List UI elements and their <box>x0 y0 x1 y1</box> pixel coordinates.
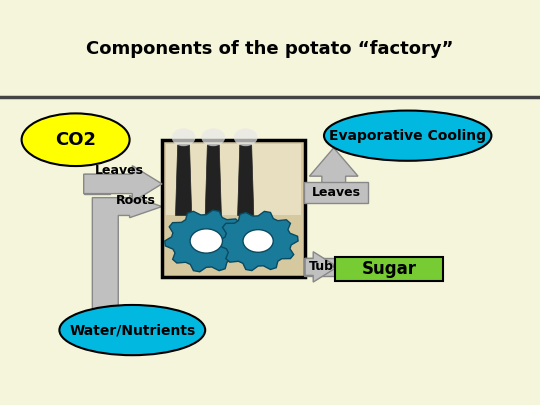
FancyBboxPatch shape <box>304 182 368 203</box>
Polygon shape <box>84 166 162 202</box>
Circle shape <box>172 128 195 146</box>
Bar <box>162 140 305 277</box>
Polygon shape <box>218 211 298 271</box>
Ellipse shape <box>22 113 130 166</box>
Text: Evaporative Cooling: Evaporative Cooling <box>329 129 486 143</box>
Circle shape <box>243 230 273 252</box>
Polygon shape <box>176 145 192 215</box>
Circle shape <box>201 128 225 146</box>
Bar <box>335 257 443 281</box>
Polygon shape <box>165 210 248 272</box>
Polygon shape <box>238 145 254 215</box>
FancyBboxPatch shape <box>304 258 352 276</box>
Ellipse shape <box>324 111 491 161</box>
Text: Roots: Roots <box>116 194 156 207</box>
Polygon shape <box>205 145 221 215</box>
Polygon shape <box>309 148 358 202</box>
Ellipse shape <box>59 305 205 355</box>
Text: CO2: CO2 <box>55 131 96 149</box>
Text: Leaves: Leaves <box>312 186 361 199</box>
Text: Leaves: Leaves <box>94 164 144 177</box>
Circle shape <box>234 128 258 146</box>
Text: Water/Nutrients: Water/Nutrients <box>69 323 195 337</box>
FancyBboxPatch shape <box>84 174 110 194</box>
Polygon shape <box>305 252 338 282</box>
Circle shape <box>190 229 222 253</box>
Text: Sugar: Sugar <box>361 260 416 278</box>
Polygon shape <box>92 196 162 314</box>
Text: Components of the potato “factory”: Components of the potato “factory” <box>86 40 454 58</box>
Bar <box>166 144 301 215</box>
Text: Tubers: Tubers <box>309 260 356 273</box>
